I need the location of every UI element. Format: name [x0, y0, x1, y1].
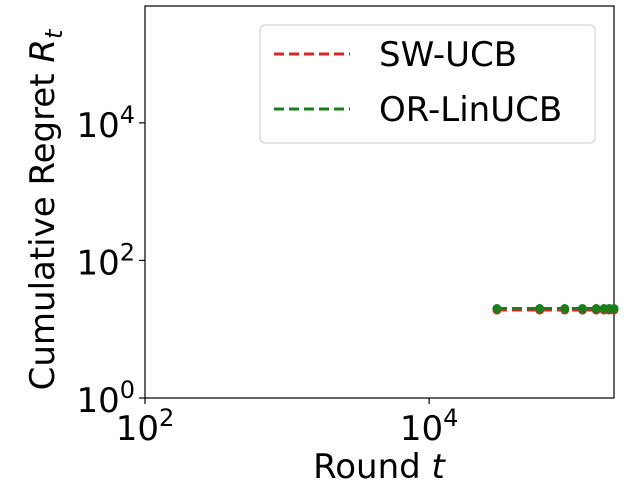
y-tick-label: 102 [76, 238, 135, 283]
y-tick-label: 100 [76, 376, 135, 421]
series-layer [492, 304, 619, 315]
legend-label: SW-UCB [379, 35, 517, 75]
legend: SW-UCB OR-LinUCB [259, 24, 596, 144]
y-ticks: 100 102 104 [76, 101, 145, 421]
plot-frame [144, 5, 615, 399]
data-point [560, 304, 570, 314]
legend-label: OR-LinUCB [379, 90, 562, 130]
y-tick-label: 104 [76, 101, 135, 146]
data-point [591, 304, 601, 314]
x-tick-label: 104 [400, 404, 459, 449]
data-point [492, 304, 502, 314]
x-tick-label: 102 [116, 404, 175, 449]
data-point [609, 304, 619, 314]
series-2 [492, 304, 619, 314]
data-point [535, 304, 545, 314]
y-axis-label: Cumulative Regret Rt [23, 28, 68, 390]
data-point [577, 304, 587, 314]
x-ticks: 102 104 [116, 398, 459, 449]
x-axis-label: Round t [313, 447, 446, 480]
